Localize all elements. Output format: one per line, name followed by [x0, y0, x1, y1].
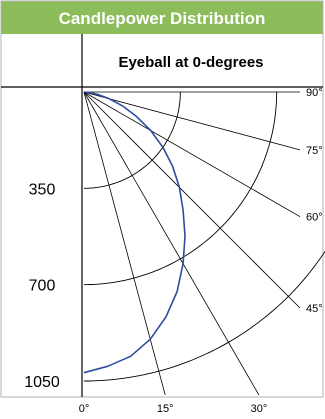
angle-gridlines — [83, 91, 301, 396]
angle-tick-label: 60° — [306, 212, 323, 224]
angle-tick-label: 45° — [306, 303, 323, 315]
angle-tick-label: 75° — [306, 145, 323, 157]
radial-tick-labels: 350 700 1050 — [24, 181, 60, 391]
angle-ray — [83, 91, 301, 309]
angle-ray — [83, 91, 301, 151]
radial-arc — [84, 250, 325, 382]
angle-tick-label: 90° — [306, 87, 323, 99]
curve-layer — [83, 91, 186, 374]
angle-ray — [83, 91, 166, 396]
chart-header-bar — [1, 1, 323, 34]
angle-ray — [83, 91, 301, 218]
angle-tick-label: 0° — [79, 403, 90, 415]
radial-tick-label: 700 — [29, 278, 56, 295]
candlepower-curve — [83, 91, 186, 374]
angle-tick-label: 15° — [157, 403, 174, 415]
chart-subtitle: Eyeball at 0-degrees — [118, 54, 263, 71]
angle-ray — [83, 91, 260, 396]
radial-tick-label: 350 — [29, 181, 56, 198]
chart-title: Candlepower Distribution — [59, 9, 266, 28]
angle-tick-label: 30° — [251, 403, 268, 415]
radial-tick-label: 1050 — [24, 374, 60, 391]
radial-gridlines — [83, 91, 325, 382]
chart-frame — [0, 0, 324, 398]
angle-tick-labels: 0° 15° 30° 45° 60° 75° 90° — [79, 87, 323, 415]
